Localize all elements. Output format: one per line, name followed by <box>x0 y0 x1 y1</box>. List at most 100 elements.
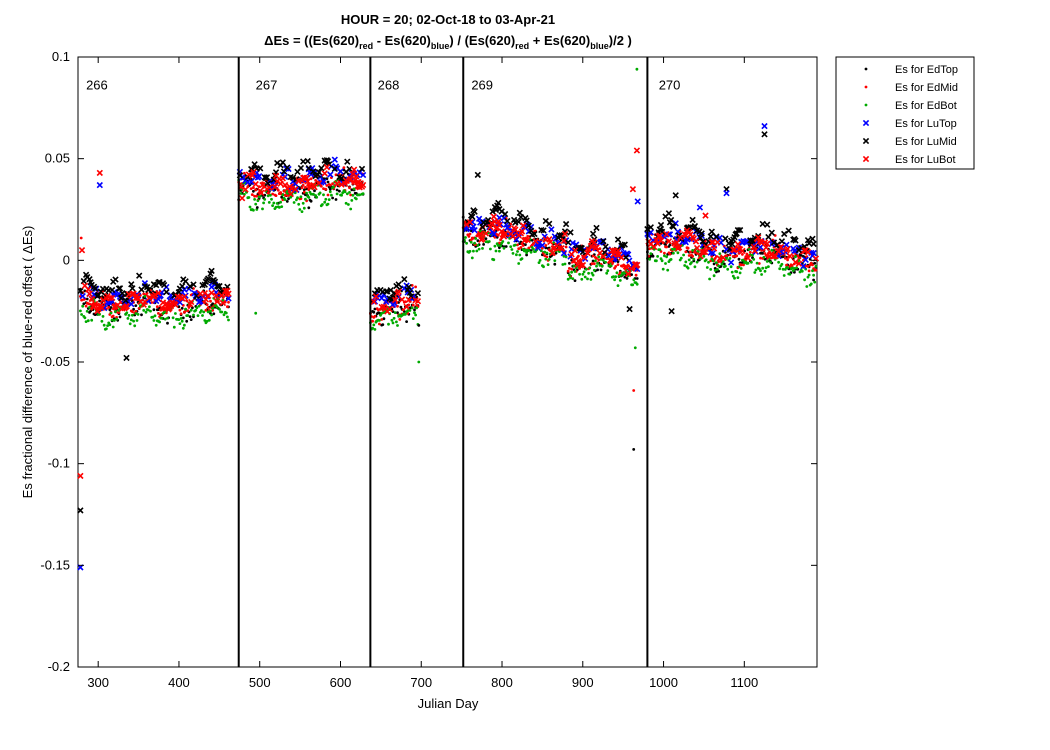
outlier-point <box>417 324 421 327</box>
data-point <box>292 201 296 204</box>
data-point <box>785 227 792 234</box>
data-point <box>659 257 663 260</box>
data-point <box>518 253 522 257</box>
data-point <box>80 298 83 302</box>
data-point <box>179 312 183 316</box>
data-point <box>253 198 256 201</box>
data-point <box>584 267 588 271</box>
data-point <box>741 253 744 256</box>
data-point <box>163 288 170 296</box>
data-point <box>672 251 675 255</box>
data-point <box>698 230 705 237</box>
y-tick-label: 0.05 <box>45 151 70 166</box>
data-point <box>592 268 596 272</box>
data-point <box>705 266 709 269</box>
data-point <box>331 156 338 163</box>
data-point <box>540 227 547 234</box>
data-point <box>489 247 492 251</box>
data-point <box>765 260 769 263</box>
data-point <box>471 227 478 234</box>
legend-marker <box>862 119 870 127</box>
data-point <box>618 271 622 274</box>
data-point <box>524 248 527 252</box>
data-point <box>216 282 223 290</box>
data-point <box>258 189 265 196</box>
data-point <box>380 311 384 315</box>
data-point <box>162 310 166 314</box>
outlier-point <box>635 67 639 71</box>
data-point <box>354 186 358 190</box>
data-point <box>532 247 535 251</box>
data-point <box>226 315 229 319</box>
data-point <box>332 185 336 189</box>
data-point <box>405 296 412 303</box>
data-point <box>692 238 700 245</box>
x-tick-label: 800 <box>491 675 513 690</box>
data-point <box>185 299 189 303</box>
data-point <box>512 226 519 233</box>
data-point <box>465 241 468 245</box>
data-point <box>156 278 163 286</box>
data-point <box>562 220 570 228</box>
data-point <box>117 309 121 312</box>
data-point <box>560 250 568 257</box>
data-point <box>311 192 315 196</box>
data-point <box>617 274 621 278</box>
data-point <box>140 313 143 317</box>
data-point <box>142 292 146 296</box>
data-point <box>651 254 655 258</box>
data-point <box>114 301 121 309</box>
data-point <box>711 259 715 263</box>
data-point <box>524 236 531 244</box>
data-point <box>595 264 598 268</box>
data-point <box>532 238 539 245</box>
data-point <box>415 306 419 310</box>
data-point <box>315 180 323 187</box>
data-point <box>566 277 570 281</box>
data-point <box>468 232 472 236</box>
data-point <box>561 263 565 266</box>
data-point <box>347 175 354 183</box>
data-point <box>132 307 136 311</box>
data-point <box>180 319 184 323</box>
data-point <box>713 233 720 240</box>
data-point <box>203 319 207 322</box>
legend-entry: Es for LuBot <box>862 154 956 166</box>
outlier-point <box>632 389 636 392</box>
data-point <box>130 290 137 297</box>
outlier-point <box>79 236 83 240</box>
title-sub-1: red <box>359 41 373 51</box>
data-point <box>663 231 670 238</box>
data-point <box>80 313 83 316</box>
data-point <box>731 255 735 258</box>
data-point <box>620 273 623 277</box>
data-point <box>591 259 595 263</box>
data-point <box>256 199 260 203</box>
data-point <box>807 273 811 277</box>
data-point <box>373 328 377 331</box>
data-point <box>714 239 721 246</box>
data-point <box>760 273 763 276</box>
data-point <box>133 324 137 328</box>
data-point <box>271 204 274 208</box>
legend-label: Es for LuMid <box>895 136 957 148</box>
data-point <box>114 310 117 313</box>
data-point <box>391 321 395 325</box>
data-point <box>795 260 803 267</box>
data-point <box>197 304 201 308</box>
data-point <box>106 294 113 302</box>
data-point <box>86 290 93 297</box>
data-point <box>370 298 377 305</box>
data-point <box>726 267 730 271</box>
data-point <box>128 300 135 308</box>
data-point <box>607 264 611 268</box>
data-point <box>384 288 391 295</box>
data-point <box>495 199 502 207</box>
data-point <box>525 222 532 229</box>
data-point <box>283 193 287 197</box>
data-point <box>88 302 91 306</box>
data-point <box>211 308 215 312</box>
data-point <box>791 254 795 258</box>
data-point <box>473 241 476 245</box>
data-point <box>472 249 475 253</box>
